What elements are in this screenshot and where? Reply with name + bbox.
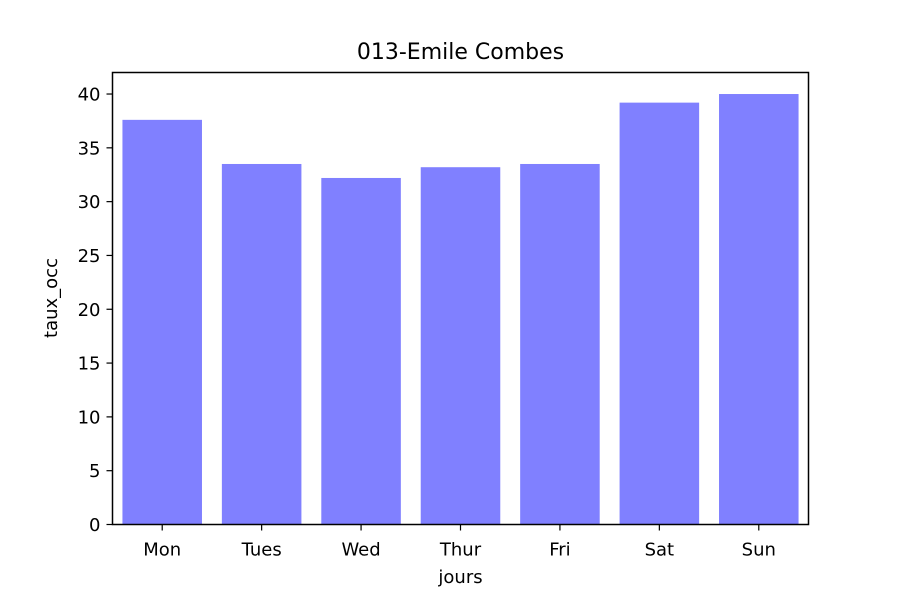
x-tick-label: Sat xyxy=(645,540,675,561)
y-tick-label: 5 xyxy=(89,461,100,482)
bar-tues xyxy=(221,163,302,525)
y-tick-label: 15 xyxy=(78,354,101,375)
x-tick-label: Sun xyxy=(742,540,776,561)
bar-fri xyxy=(520,163,600,525)
bar-sat xyxy=(619,102,700,525)
bars-group xyxy=(122,94,799,525)
bar-sun xyxy=(719,94,799,525)
bar-thur xyxy=(420,167,501,525)
y-axis-title: taux_occ xyxy=(41,258,62,338)
y-tick-label: 35 xyxy=(78,138,101,159)
y-tick-label: 25 xyxy=(78,246,101,267)
bar-mon xyxy=(122,119,202,525)
x-axis-ticks: Mon Tues Wed Thur Fri Sat Sun xyxy=(143,524,776,561)
plot-frame xyxy=(111,71,810,526)
x-tick-label: Wed xyxy=(341,540,380,561)
x-tick-label: Mon xyxy=(143,540,181,561)
y-tick-label: 20 xyxy=(78,300,101,321)
y-tick-label: 40 xyxy=(78,85,101,106)
y-tick-label: 0 xyxy=(89,515,100,536)
y-tick-label: 10 xyxy=(78,407,101,428)
x-axis-title: jours xyxy=(437,567,482,588)
chart-title: 013-Emile Combes xyxy=(357,40,564,65)
y-axis-ticks: 0 5 10 15 20 25 30 35 40 xyxy=(78,85,113,536)
x-tick-label: Thur xyxy=(439,540,482,561)
y-tick-label: 30 xyxy=(78,192,101,213)
bar-wed xyxy=(321,177,401,525)
x-tick-label: Fri xyxy=(549,540,570,561)
x-tick-label: Tues xyxy=(241,540,282,561)
